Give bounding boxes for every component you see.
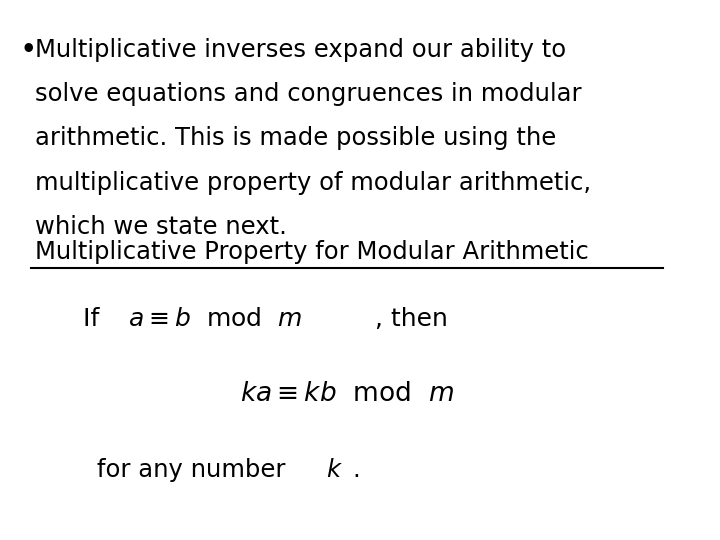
Text: arithmetic. This is made possible using the: arithmetic. This is made possible using … (35, 126, 556, 150)
Text: which we state next.: which we state next. (35, 215, 287, 239)
Text: •: • (21, 38, 36, 62)
Text: Multiplicative inverses expand our ability to: Multiplicative inverses expand our abili… (35, 38, 566, 62)
Text: for any number: for any number (97, 458, 294, 482)
Text: Multiplicative Property for Modular Arithmetic: Multiplicative Property for Modular Arit… (35, 240, 588, 264)
Text: multiplicative property of modular arithmetic,: multiplicative property of modular arith… (35, 171, 591, 194)
Text: $k$: $k$ (326, 458, 343, 482)
Text: , then: , then (374, 307, 448, 330)
Text: If: If (84, 307, 116, 330)
Text: solve equations and congruences in modular: solve equations and congruences in modul… (35, 82, 581, 106)
Text: $ka \equiv kb\ \ \mathrm{mod}\ \ m$: $ka \equiv kb\ \ \mathrm{mod}\ \ m$ (240, 381, 454, 407)
Text: .: . (353, 458, 360, 482)
Text: $a \equiv b\ \ \mathrm{mod}\ \ m$: $a \equiv b\ \ \mathrm{mod}\ \ m$ (128, 307, 303, 330)
